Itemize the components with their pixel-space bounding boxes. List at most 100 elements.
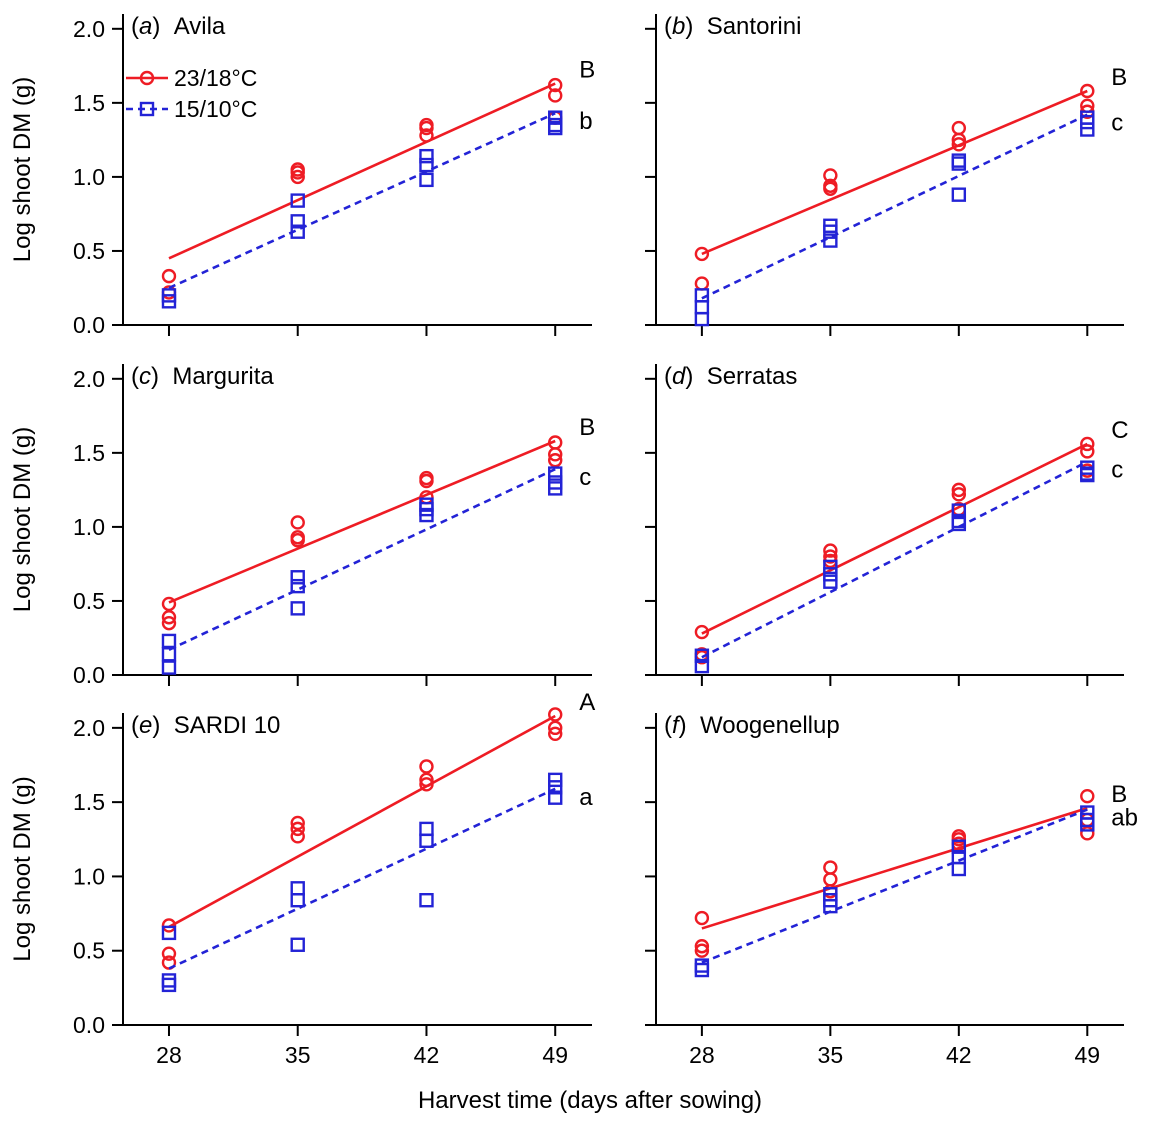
data-point-square (290, 601, 305, 616)
fit-line (701, 89, 1088, 256)
significance-letter: B (1111, 64, 1127, 91)
data-point-circle (1080, 826, 1095, 841)
data-point-square (419, 893, 434, 908)
series-cool: c (694, 457, 1123, 674)
data-point-circle (694, 276, 710, 291)
y-tick-label: 0.5 (73, 238, 105, 264)
data-point-circle (694, 246, 710, 262)
data-point-circle (1080, 812, 1095, 828)
data-point-circle (823, 168, 838, 183)
y-tick-label: 0.5 (73, 938, 105, 964)
data-point-square (290, 578, 305, 594)
fit-line (168, 714, 556, 929)
x-tick-label: 35 (818, 1042, 844, 1068)
data-point-circle (548, 447, 563, 462)
y-axis-title: Log shoot DM (g) (9, 776, 36, 961)
significance-letter: a (579, 784, 593, 811)
data-point-circle (1080, 83, 1095, 99)
data-point-circle (1080, 444, 1095, 459)
data-point-circle (290, 169, 305, 185)
data-point-square (951, 861, 967, 877)
panel-label: (a) Avila (131, 13, 226, 40)
data-point-square (1080, 114, 1095, 130)
data-point-square (548, 780, 563, 795)
data-point-square (694, 300, 710, 315)
y-tick-label: 1.5 (73, 789, 105, 815)
data-point-square (694, 658, 710, 674)
data-point-circle (694, 939, 710, 954)
data-point-square (823, 574, 838, 589)
significance-letter: C (1111, 417, 1128, 444)
y-tick-label: 2.0 (73, 366, 105, 392)
data-point-square (290, 214, 305, 229)
data-point-circle (290, 165, 305, 180)
data-point-circle (951, 120, 967, 136)
significance-letter: b (579, 108, 592, 135)
y-tick-label: 0.0 (73, 312, 105, 338)
data-point-circle (161, 596, 177, 612)
fit-line (701, 808, 1088, 964)
data-point-circle (548, 453, 563, 468)
fit-line (701, 460, 1088, 659)
data-point-circle (823, 549, 838, 564)
significance-letter: ab (1111, 805, 1138, 832)
data-point-circle (290, 821, 305, 837)
data-point-square (419, 157, 434, 173)
data-point-circle (951, 132, 967, 148)
data-point-circle (823, 872, 838, 887)
y-tick-label: 0.0 (73, 1012, 105, 1038)
fit-line (701, 442, 1088, 635)
data-point-square (161, 977, 177, 993)
y-tick-label: 0.0 (73, 662, 105, 688)
data-point-square (548, 466, 563, 481)
y-tick-label: 1.0 (73, 863, 105, 889)
panel-b: (b) Santorini Bc (645, 13, 1127, 336)
data-point-square (290, 224, 305, 239)
data-point-square (1080, 467, 1095, 483)
data-point-square (290, 570, 305, 585)
data-point-square (290, 193, 305, 208)
data-point-square (290, 881, 305, 896)
data-point-square (823, 224, 838, 239)
data-point-square (823, 559, 838, 575)
data-point-circle (161, 615, 177, 631)
data-point-square (290, 893, 305, 908)
data-point-square (419, 148, 434, 164)
panel-e: 0.0 0.5 1.0 1.5 2.0 28 35 42 49 Log shoot DM (g) (… (9, 689, 595, 1068)
x-axis-title: Harvest time (days after sowing) (418, 1087, 762, 1114)
y-tick-label: 1.0 (73, 514, 105, 540)
data-point-square (290, 937, 305, 952)
y-tick-label: 1.5 (73, 440, 105, 466)
fit-line (168, 439, 556, 604)
data-point-circle (823, 181, 838, 196)
data-point-circle (290, 829, 305, 844)
data-point-square (161, 633, 177, 649)
data-point-circle (1080, 789, 1095, 804)
data-point-square (694, 962, 710, 978)
fit-line (701, 806, 1088, 930)
data-point-square (161, 973, 177, 988)
data-point-circle (419, 120, 434, 136)
data-point-square (694, 648, 710, 663)
data-point-square (548, 120, 563, 136)
panel-c: 0.0 0.5 1.0 1.5 2.0 Log shoot DM (g) (c) Margu… (9, 363, 595, 688)
data-point-square (419, 821, 434, 837)
series-cool: a (161, 772, 593, 993)
x-tick-label: 42 (946, 1042, 972, 1068)
panels-layer: 0.0 0.5 1.0 1.5 2.0 Log shoot DM (g) (a) Avila… (9, 13, 1138, 1068)
panel-label: (f) Woogenellup (664, 712, 840, 739)
y-tick-label: 1.5 (73, 90, 105, 116)
data-point-circle (694, 943, 710, 958)
data-point-circle (694, 624, 710, 640)
panel-label: (d) Serratas (664, 363, 797, 390)
data-point-circle (548, 720, 563, 736)
x-tick-label: 49 (542, 1042, 568, 1068)
data-point-square (548, 790, 563, 805)
panel-label: (b) Santorini (664, 13, 801, 40)
data-point-circle (548, 726, 563, 741)
legend: 23/18°C 15/10°C (126, 65, 257, 122)
series-warm: B (694, 64, 1127, 291)
significance-letter: B (1111, 781, 1127, 808)
